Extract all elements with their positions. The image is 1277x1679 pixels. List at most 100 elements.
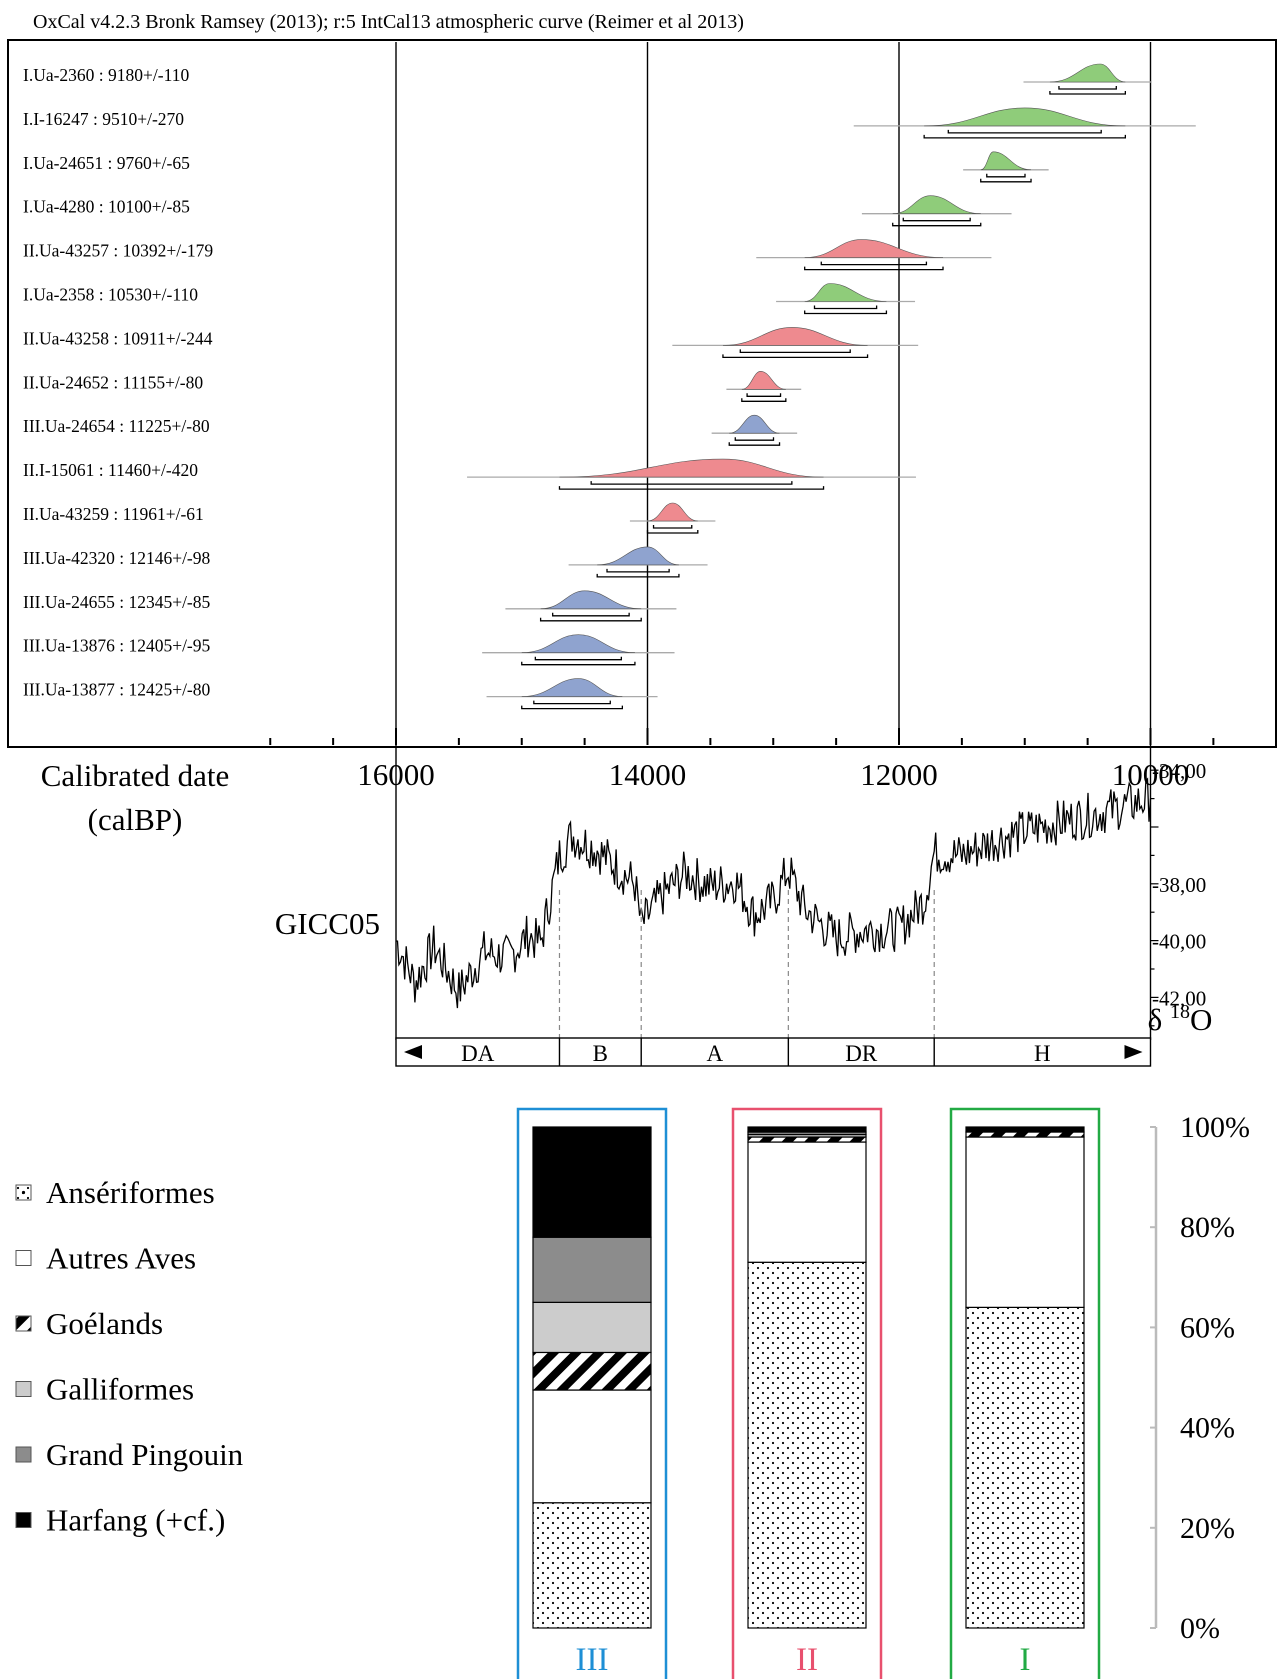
sample-row: I.Ua-4280 : 10100+/-85	[23, 195, 1012, 227]
bar-frame	[731, 1107, 883, 1679]
phase-arrow-left-icon	[404, 1045, 422, 1059]
percent-tick-label: 60%	[1180, 1311, 1235, 1344]
range-bracket-68	[813, 305, 878, 310]
sample-row: III.Ua-24654 : 11225+/-80	[23, 414, 798, 446]
range-bracket-95	[741, 398, 787, 402]
bar-segment	[747, 1141, 867, 1263]
sample-distribution	[804, 283, 887, 302]
sample-label: I.Ua-4280 : 10100+/-85	[23, 197, 190, 217]
range-bracket-68	[820, 261, 928, 266]
phase-label: DR	[845, 1041, 878, 1066]
bar-segment	[965, 1131, 1085, 1138]
sample-row: II.I-15061 : 11460+/-420	[23, 458, 916, 490]
x-tick-label: 14000	[609, 757, 687, 792]
phase-bar-frame	[395, 1037, 1152, 1067]
sample-row: III.Ua-42320 : 12146+/-98	[23, 546, 708, 578]
range-bracket-95	[804, 266, 944, 271]
sample-label: I.Ua-2358 : 10530+/-110	[23, 285, 198, 305]
bar-segment	[747, 1261, 867, 1629]
range-bracket-68	[947, 129, 1102, 134]
range-bracket-95	[892, 222, 982, 227]
range-bracket-68	[1058, 86, 1117, 90]
gicc05-plot: -34,00 -38,00 -40,00 -42,00	[395, 745, 1206, 1040]
sample-label: I.I-16247 : 9510+/-270	[23, 109, 184, 129]
range-bracket-95	[596, 573, 680, 578]
gicc05-title: GICC05	[275, 906, 380, 941]
legend-swatch	[15, 1250, 32, 1266]
y-tick-label: -34,00	[1152, 759, 1206, 783]
bar-segment	[747, 1126, 867, 1133]
bar-frame	[949, 1107, 1101, 1679]
bar-segment	[532, 1502, 652, 1629]
range-bracket-68	[746, 393, 782, 397]
bar-segment	[532, 1351, 652, 1391]
sample-row: I.I-16247 : 9510+/-270	[23, 107, 1196, 139]
range-bracket-95	[728, 442, 781, 446]
sample-distribution	[980, 151, 1032, 171]
sample-label: II.Ua-43259 : 11961+/-61	[23, 504, 204, 524]
sample-label: III.Ua-13876 : 12405+/-95	[23, 636, 211, 656]
range-bracket-68	[902, 217, 971, 222]
phase-label: A	[706, 1041, 723, 1066]
sample-distribution	[729, 414, 780, 434]
legend-label: Harfang (+cf.)	[46, 1503, 225, 1538]
y-tick-label: -38,00	[1152, 873, 1206, 897]
range-bracket-68	[652, 525, 693, 529]
sample-label: II.Ua-43258 : 10911+/-244	[23, 328, 213, 348]
sample-distribution	[647, 502, 698, 522]
sample-distribution	[597, 546, 679, 566]
legend: Ansériformes Autres Aves Goélands Galliform…	[15, 1175, 244, 1538]
percent-tick-label: 40%	[1180, 1412, 1235, 1445]
range-bracket-68	[986, 173, 1026, 178]
sample-distribution	[722, 327, 868, 346]
bar-label: I	[1020, 1642, 1031, 1678]
legend-dot	[21, 1190, 26, 1195]
sample-distribution	[892, 195, 981, 214]
stacked-bar-II: II	[731, 1107, 883, 1679]
oxcal-frame	[7, 39, 1277, 748]
phase-label: H	[1034, 1041, 1051, 1066]
range-bracket-95	[521, 661, 636, 666]
sample-distribution	[924, 107, 1126, 127]
range-bracket-68	[534, 656, 622, 661]
x-axis-label: Calibrated date (calBP)	[41, 758, 230, 837]
y-tick-label: -42,00	[1152, 986, 1206, 1010]
range-bracket-95	[722, 354, 869, 359]
percent-tick-label: 20%	[1180, 1512, 1235, 1545]
range-bracket-68	[739, 349, 851, 354]
bar-segment	[965, 1126, 1085, 1133]
header-title: OxCal v4.2.3 Bronk Ramsey (2013); r:5 In…	[33, 11, 744, 33]
bar-segment	[532, 1236, 652, 1303]
bar-segment	[532, 1301, 652, 1354]
bar-segment	[747, 1136, 867, 1143]
legend-label: Autres Aves	[46, 1241, 196, 1276]
phase-label: B	[593, 1041, 608, 1066]
range-bracket-68	[590, 481, 793, 485]
sample-row: III.Ua-24655 : 12345+/-85	[23, 590, 677, 622]
bar-frame	[516, 1107, 668, 1679]
gicc05-line	[395, 777, 1152, 1009]
percent-tick-label: 0%	[1180, 1612, 1220, 1645]
stacked-bar-III: III	[516, 1107, 668, 1679]
sample-row: I.Ua-2360 : 9180+/-110	[23, 63, 1152, 95]
legend-label: Goélands	[46, 1306, 163, 1341]
legend-label: Grand Pingouin	[46, 1437, 244, 1472]
range-bracket-68	[606, 568, 670, 573]
sample-row: II.Ua-43259 : 11961+/-61	[23, 502, 716, 534]
sample-row: I.Ua-24651 : 9760+/-65	[23, 151, 1049, 183]
sample-label: III.Ua-13877 : 12425+/-80	[23, 680, 211, 700]
bar-segment	[532, 1389, 652, 1504]
bar-segment	[965, 1136, 1085, 1308]
phase-arrow-right-icon	[1124, 1045, 1143, 1059]
sample-label: III.Ua-24655 : 12345+/-85	[23, 592, 211, 612]
percent-tick-label: 100%	[1180, 1111, 1250, 1144]
sample-distribution	[540, 590, 642, 610]
sample-label: II.I-15061 : 11460+/-420	[23, 460, 198, 480]
sample-label: III.Ua-42320 : 12146+/-98	[23, 548, 211, 568]
bar-segment	[965, 1306, 1085, 1629]
sample-distribution	[521, 678, 623, 697]
sample-distribution	[804, 239, 944, 258]
sample-distribution	[1049, 63, 1126, 83]
y-tick-label: -40,00	[1152, 930, 1206, 954]
